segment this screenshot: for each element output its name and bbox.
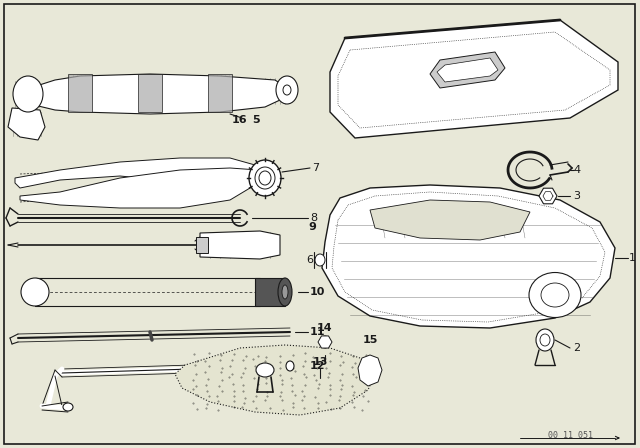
Polygon shape	[200, 231, 280, 259]
Text: 7: 7	[312, 163, 319, 173]
Text: 9: 9	[308, 222, 316, 232]
Text: 8: 8	[310, 213, 317, 223]
Polygon shape	[20, 74, 290, 114]
Polygon shape	[358, 355, 382, 386]
Ellipse shape	[256, 363, 274, 377]
Text: 15: 15	[362, 335, 378, 345]
Polygon shape	[20, 168, 265, 208]
Ellipse shape	[286, 361, 294, 371]
Ellipse shape	[63, 403, 73, 411]
Text: 16: 16	[232, 115, 248, 125]
Ellipse shape	[536, 329, 554, 351]
Ellipse shape	[249, 160, 281, 196]
Polygon shape	[437, 58, 498, 82]
Bar	[138, 74, 162, 112]
Ellipse shape	[278, 278, 292, 306]
Polygon shape	[318, 336, 332, 348]
Ellipse shape	[13, 76, 43, 112]
Polygon shape	[370, 200, 530, 240]
Text: 10: 10	[310, 287, 325, 297]
Text: 13: 13	[312, 357, 328, 367]
Text: 6: 6	[306, 255, 313, 265]
Text: 5: 5	[252, 115, 260, 125]
Ellipse shape	[282, 285, 288, 299]
Ellipse shape	[21, 278, 49, 306]
Polygon shape	[322, 185, 615, 328]
Ellipse shape	[315, 254, 325, 266]
Ellipse shape	[276, 76, 298, 104]
Text: 11: 11	[310, 327, 326, 337]
Text: 14: 14	[317, 323, 333, 333]
Ellipse shape	[540, 334, 550, 346]
Ellipse shape	[283, 85, 291, 95]
Text: 2: 2	[573, 343, 580, 353]
Polygon shape	[539, 188, 557, 204]
Ellipse shape	[259, 171, 271, 185]
Polygon shape	[15, 158, 265, 188]
Ellipse shape	[320, 336, 330, 348]
Bar	[208, 74, 232, 112]
Polygon shape	[330, 20, 618, 138]
Bar	[196, 237, 208, 253]
Bar	[68, 74, 92, 112]
Text: T: T	[32, 289, 36, 295]
Text: 1: 1	[629, 253, 636, 263]
Text: 12: 12	[310, 361, 326, 371]
Text: 4: 4	[573, 165, 580, 175]
Polygon shape	[430, 52, 505, 88]
Polygon shape	[8, 108, 45, 140]
Polygon shape	[175, 345, 375, 415]
Text: 3: 3	[573, 191, 580, 201]
Text: 00 11 051: 00 11 051	[547, 431, 593, 439]
Ellipse shape	[255, 167, 275, 189]
Ellipse shape	[529, 272, 581, 318]
Bar	[255, 278, 285, 306]
